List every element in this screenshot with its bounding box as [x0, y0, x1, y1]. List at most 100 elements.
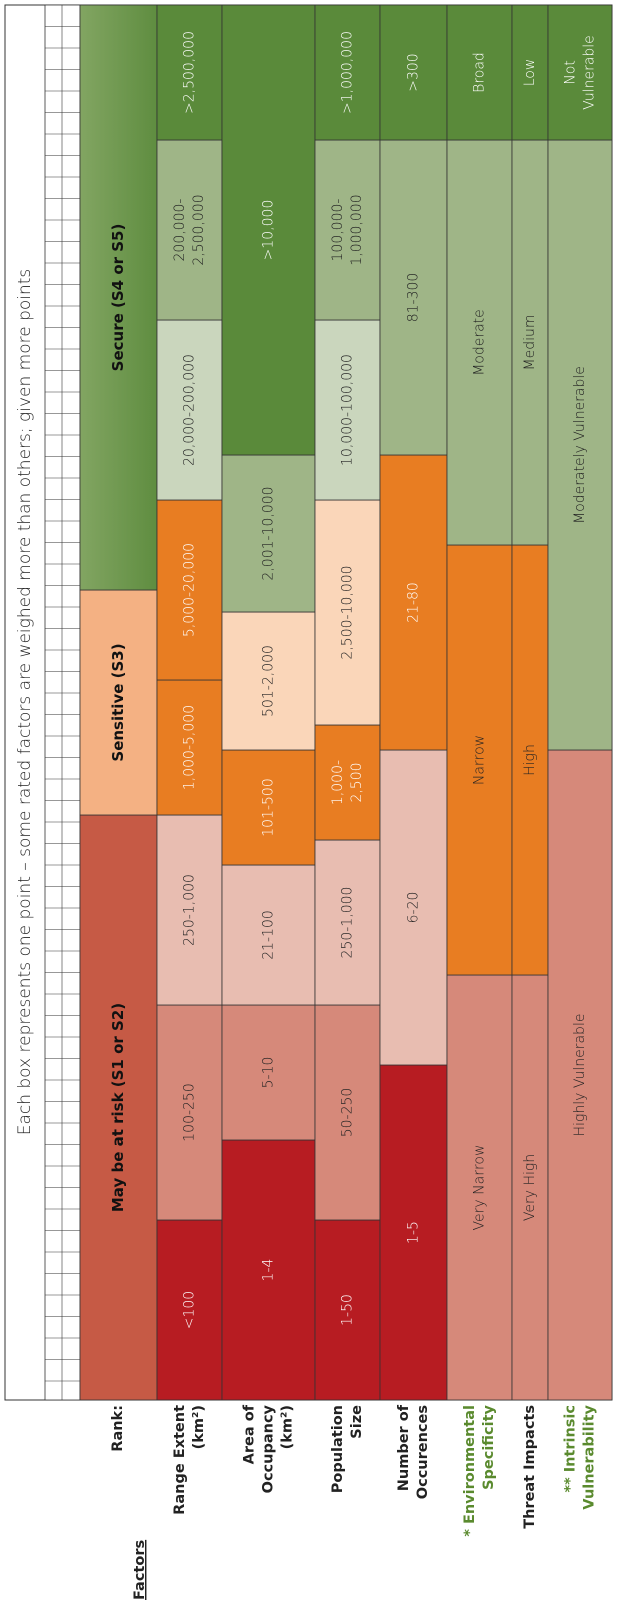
header-text: Each box represents one point – some rat…: [15, 269, 35, 1136]
text-line: 1-50: [340, 1294, 356, 1326]
text-line: Moderate: [472, 309, 488, 376]
text-line: >10,000: [261, 200, 277, 261]
factor-cell: [547, 139, 613, 751]
text-line: 1,000,000: [349, 194, 365, 265]
text-line: Broad: [472, 52, 488, 93]
rank-cell-text: Sensitive (S3): [109, 643, 127, 761]
rank-cell-text: Secure (S4 or S5): [109, 224, 127, 372]
factor-label: Threat Impacts: [522, 1405, 538, 1529]
factor-cell-text: 1,000-5,000: [182, 705, 198, 790]
text-line: (km²): [280, 1405, 296, 1449]
text-line: 2,001-10,000: [261, 486, 277, 580]
factor-cell-text: Moderate: [472, 309, 488, 376]
factor-cell-text: 1-5: [406, 1221, 422, 1244]
rank-cell: [79, 589, 158, 816]
factor-label: Population Size: [330, 1405, 365, 1493]
factor-cell: [511, 4, 549, 141]
factor-cell: [156, 319, 223, 501]
point-boxes: [45, 26, 80, 1382]
factor-cell-text: 21-80: [406, 582, 422, 623]
point-box-strip: [44, 4, 81, 1401]
factor-cell-text: 250-1,000: [340, 887, 356, 959]
factor-cell-text: 21-100: [261, 910, 277, 960]
factor-cell: [547, 4, 613, 141]
text-line: 5,000-20,000: [182, 543, 198, 637]
factor-cell-text: 2,001-10,000: [261, 486, 277, 580]
factor-cell-text: Very Narrow: [472, 1145, 488, 1231]
text-line: Moderately Vulnerable: [572, 366, 588, 524]
factor-cell: [221, 1004, 316, 1141]
text-line: Vulnerability: [582, 1404, 598, 1509]
rank-cell-text: May be at risk (S1 or S2): [109, 1003, 127, 1212]
text-line: Highly Vulnerable: [572, 1014, 588, 1137]
text-line: Range Extent: [172, 1405, 188, 1515]
factor-cell-text: Moderately Vulnerable: [572, 366, 588, 524]
factor-cell-text: 1,000- 2,500: [330, 760, 365, 805]
factor-cell: [314, 1219, 381, 1401]
factor-label: Range Extent (km²): [172, 1405, 207, 1515]
text-line: Very Narrow: [472, 1145, 488, 1231]
factor-cell-text: 5,000-20,000: [182, 543, 198, 637]
text-line: Not: [563, 60, 579, 85]
factor-cell: [314, 499, 381, 726]
factor-cell-text: 10,000-100,000: [340, 354, 356, 466]
factor-cell: [379, 454, 448, 751]
factor-cell: [221, 864, 316, 1006]
factor-cell: [511, 974, 549, 1401]
text-line: 1,000-: [330, 760, 346, 805]
factor-cell-text: 101-500: [261, 778, 277, 837]
text-line: 81-300: [406, 273, 422, 323]
factor-cell: [156, 679, 223, 816]
factor-cell: [221, 4, 316, 456]
factor-cell: [547, 749, 613, 1401]
factor-cell-text: Very High: [522, 1154, 538, 1221]
factor-cell: [379, 4, 448, 141]
factor-cell-text: >1,000,000: [340, 31, 356, 114]
text-line: 100-250: [182, 1083, 198, 1142]
factor-cell-text: 81-300: [406, 273, 422, 323]
text-line: High: [522, 744, 538, 776]
factor-label: * Environmental Specificity: [462, 1404, 497, 1536]
text-line: 21-80: [406, 582, 422, 623]
text-line: 200,000-: [172, 199, 188, 262]
text-line: Medium: [522, 315, 538, 371]
text-line: May be at risk (S1 or S2): [109, 1003, 127, 1212]
factor-cell: [379, 749, 448, 1066]
factor-cell-text: Not Vulnerable: [563, 35, 598, 110]
text-line: Vulnerable: [582, 35, 598, 110]
text-line: 501-2,000: [261, 645, 277, 717]
factor-cell-text: 50-250: [340, 1088, 356, 1138]
text-line: 20,000-200,000: [182, 354, 198, 466]
factor-cell-text: 200,000- 2,500,000: [172, 194, 207, 265]
text-line: 101-500: [261, 778, 277, 837]
factor-cell-text: Medium: [522, 315, 538, 371]
text-line: Rank:: [110, 1405, 126, 1452]
text-line: 2,500,000: [191, 194, 207, 265]
text-line: 2,500: [349, 762, 365, 802]
cells: May be at risk (S1 or S2) Sensitive (S3) S…: [79, 4, 613, 1401]
factor-cell-text: 6-20: [406, 892, 422, 924]
text-line: Specificity: [481, 1404, 497, 1489]
factor-cell-text: Highly Vulnerable: [572, 1014, 588, 1137]
factor-cell-text: >2,500,000: [182, 31, 198, 114]
factor-cell-text: 5-10: [261, 1057, 277, 1089]
text-line: 250-1,000: [340, 887, 356, 959]
text-line: >2,500,000: [182, 31, 198, 114]
factor-cell-text: 250-1,000: [182, 874, 198, 946]
factor-cell: [314, 1004, 381, 1221]
factor-cell: [156, 139, 223, 321]
text-line: ** Intrinsic: [563, 1405, 579, 1493]
text-line: >300: [406, 53, 422, 91]
factor-cell-text: 1-50: [340, 1294, 356, 1326]
text-line: Low: [522, 59, 538, 87]
text-line: 100,000-: [330, 199, 346, 262]
text-line: Narrow: [472, 735, 488, 785]
text-line: * Environmental: [462, 1405, 478, 1537]
factor-cell-text: <100: [182, 1291, 198, 1329]
text-line: Occurences: [415, 1405, 431, 1499]
text-line: Secure (S4 or S5): [109, 224, 127, 372]
rank-cell: [79, 4, 158, 591]
text-line: Area of: [242, 1404, 258, 1464]
factor-cell-text: High: [522, 744, 538, 776]
